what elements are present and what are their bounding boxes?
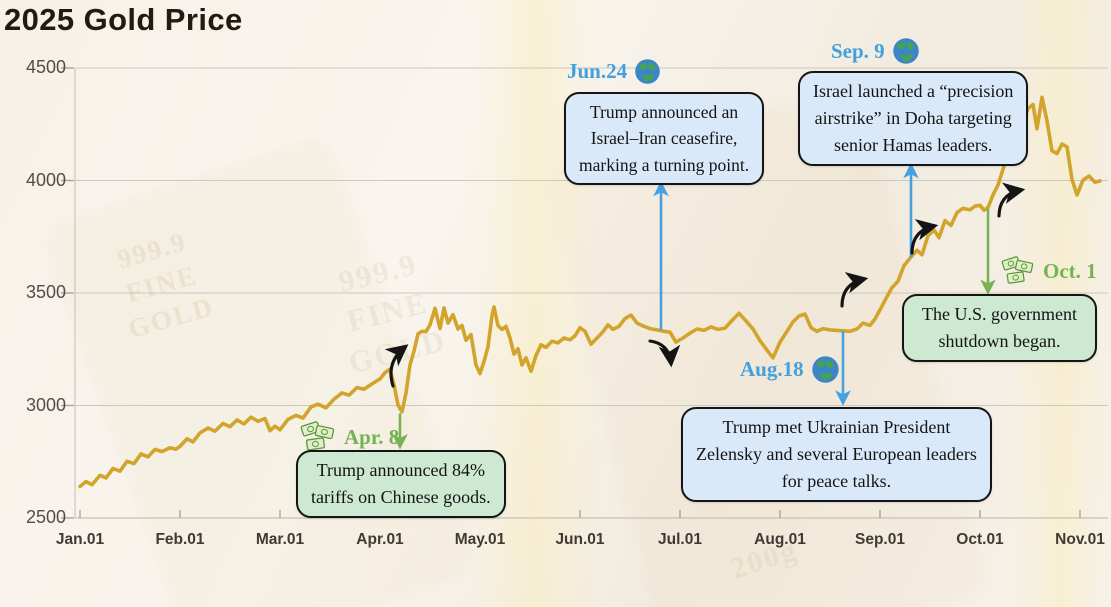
annotation-box-sep9: Israel launched a “precision airstrike” … (798, 71, 1029, 166)
trend-swoosh-arrow (384, 344, 409, 388)
trend-swoosh-arrow (840, 272, 869, 308)
globe-icon (892, 37, 920, 65)
annotation-text-line: Israel–Iran ceasefire, (590, 128, 738, 149)
money-flying-icon (299, 421, 337, 454)
annotation-date-text: Oct. 1 (1043, 259, 1097, 283)
annotation-text-line: The U.S. government (922, 304, 1077, 324)
annotation-text-line: Israel launched a “precision (813, 81, 1014, 101)
annotation-date-jun24: Jun.24 (567, 58, 661, 85)
annotation-text-line: airstrike” in Doha targeting (814, 108, 1012, 128)
annotation-text-line: shutdown began. (938, 331, 1061, 351)
annotation-text-line: Zelensky and several European leaders (696, 444, 977, 464)
annotation-text-line: tariffs on Chinese goods. (311, 487, 491, 507)
annotation-text-line: Trump met Ukrainian President (722, 417, 951, 437)
chart-title: 2025 Gold Price (4, 2, 243, 37)
annotation-text-line: senior Hamas leaders. (833, 135, 993, 155)
annotation-date-text: Sep. 9 (831, 38, 885, 63)
globe-icon (811, 355, 840, 384)
annotation-date-sep9: Sep. 9 (831, 37, 920, 65)
annotation-text-line: for peace talks. (781, 471, 892, 491)
money-flying-icon (1000, 256, 1036, 287)
annotation-date-text: Jun.24 (567, 59, 628, 83)
annotation-box-aug18: Trump met Ukrainian President Zelensky a… (681, 407, 992, 502)
annotation-date-apr8: Apr. 8 (299, 421, 399, 454)
annotation-box-apr8: Trump announced 84% tariffs on Chinese g… (296, 450, 506, 518)
annotation-text-line: Trump announced 84% (316, 460, 485, 480)
annotation-date-text: Aug.18 (740, 357, 804, 381)
annotation-date-oct1: Oct. 1 (1000, 256, 1097, 287)
annotation-box-jun24: Trump announced an Israel–Iran ceasefire… (564, 92, 765, 185)
annotation-date-text: Apr. 8 (344, 425, 400, 449)
globe-icon (634, 58, 661, 85)
annotation-box-oct1: The U.S. government shutdown began. (902, 294, 1097, 362)
trend-swoosh-arrow (910, 219, 939, 255)
annotation-text-line: marking a turning point. (579, 154, 750, 175)
trend-swoosh-arrow (997, 182, 1026, 218)
trend-swoosh-arrow (648, 339, 681, 368)
annotation-text-line: Trump announced an (590, 102, 739, 122)
annotation-date-aug18: Aug.18 (740, 355, 840, 384)
